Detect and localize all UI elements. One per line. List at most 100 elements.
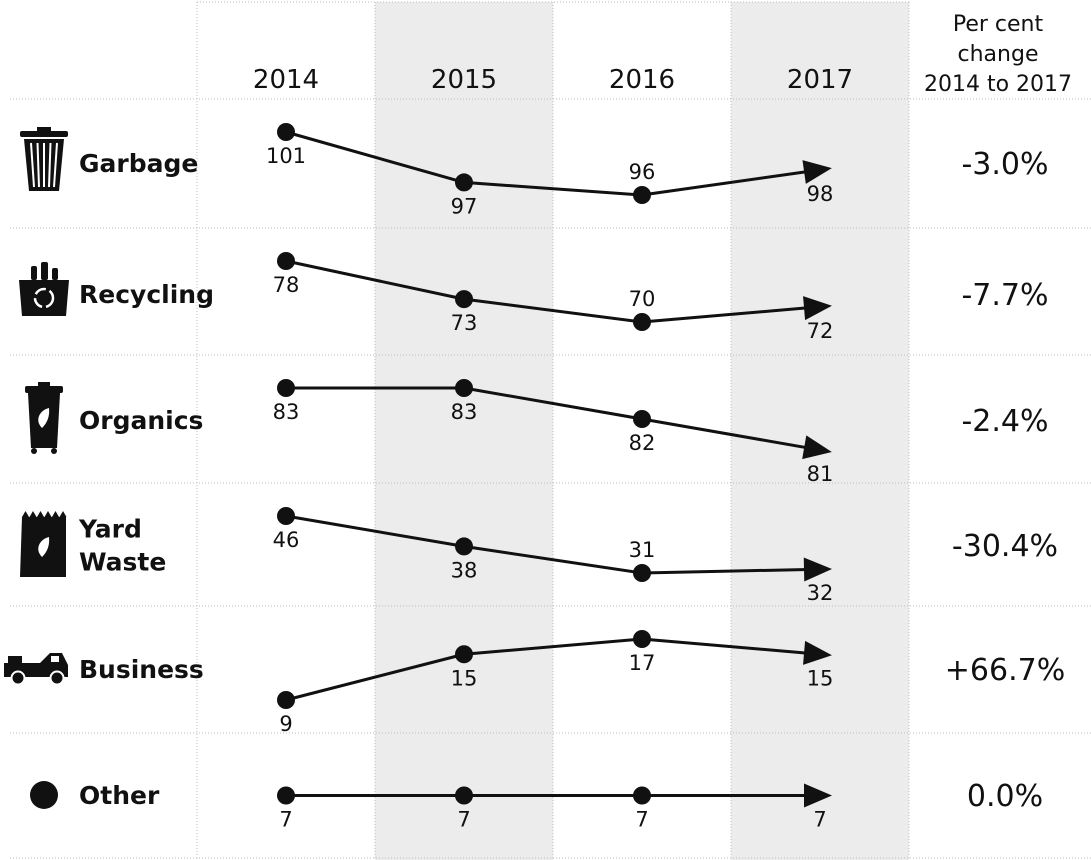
value-label-garbage: 101 [266,144,306,168]
data-point-business [455,645,473,664]
value-label-other: 7 [813,808,826,832]
row-organics: Organics 83 83 82 81 -2.4% [25,379,1049,486]
year-label-2015: 2015 [431,65,497,95]
value-label-business: 15 [807,666,834,690]
data-point-garbage [277,123,295,141]
line-segment-organics [463,386,643,421]
value-label-business: 15 [451,666,478,690]
row-recycling: Recycling 78 73 70 72 -7.7% [19,252,1049,343]
category-label-yard-waste: Yard [78,515,142,544]
value-label-organics: 82 [629,431,656,455]
change-header-line-3: 2014 to 2017 [924,72,1072,97]
recycling-box-icon [19,262,69,316]
value-label-organics: 81 [807,462,834,486]
data-point-organics [277,379,295,397]
value-label-garbage: 98 [807,182,834,206]
line-segment-business [285,652,465,702]
data-point-business [277,691,295,709]
value-label-yard-waste: 38 [451,558,478,582]
value-label-garbage: 97 [451,194,478,218]
arrow-head-other [804,783,832,808]
percent-change-business: +66.7% [945,653,1065,688]
line-segment-yard-waste [641,567,809,575]
line-segment-business [641,637,809,655]
line-segment-garbage [463,180,643,197]
arrow-head-recycling [803,296,832,321]
value-label-recycling: 70 [629,287,656,311]
line-segment-yard-waste [463,544,643,575]
data-point-recycling [277,252,295,270]
line-segment-organics [641,417,809,450]
value-label-business: 17 [629,651,656,675]
data-point-other [633,786,651,805]
data-point-recycling [455,290,473,309]
change-header-line-2: change [958,42,1039,67]
row-business: Business 9 15 17 15 +66.7% [4,630,1065,736]
change-header: Per cent change 2014 to 2017 [924,12,1072,97]
data-point-recycling [633,313,651,331]
value-label-yard-waste: 31 [629,538,656,562]
line-segment-garbage [285,130,465,184]
line-segment-garbage [641,169,809,197]
percent-change-other: 0.0% [967,779,1043,814]
category-label-other: Other [79,781,160,810]
data-point-other [277,786,295,805]
shaded-column-2015 [375,2,553,860]
category-label-yard-waste: Waste [79,548,166,577]
data-point-business [633,630,651,648]
data-point-garbage [633,186,651,204]
value-label-other: 7 [635,808,648,832]
value-label-recycling: 78 [273,273,300,297]
organics-bin-icon [25,382,63,454]
value-label-recycling: 72 [807,319,834,343]
percent-change-organics: -2.4% [961,404,1048,439]
category-label-recycling: Recycling [79,280,214,309]
line-segment-recycling [285,259,465,301]
data-point-other [455,786,473,805]
data-point-yard-waste [633,564,651,582]
data-point-yard-waste [455,537,473,556]
pickup-truck-icon [4,653,68,686]
category-label-business: Business [79,655,204,684]
data-point-organics [633,410,651,428]
arrow-head-garbage [802,160,832,184]
value-label-business: 9 [279,712,292,736]
dot-icon [30,781,58,809]
category-label-garbage: Garbage [79,149,198,178]
yard-waste-bag-icon [20,511,67,577]
line-segment-yard-waste [285,514,465,548]
data-point-organics [455,379,473,397]
line-segment-recycling [641,306,809,324]
line-segment-recycling [463,297,643,324]
grid [10,1,1091,860]
arrow-head-organics [802,435,832,460]
value-label-yard-waste: 46 [273,528,300,552]
arrow-head-yard-waste [803,557,832,582]
data-point-yard-waste [277,507,295,525]
value-label-yard-waste: 32 [807,581,834,605]
percent-change-yard-waste: -30.4% [952,529,1058,564]
data-point-garbage [455,173,473,192]
row-yard-waste: Yard Waste 46 38 31 32 -30.4% [20,507,1058,605]
value-label-organics: 83 [451,400,478,424]
value-label-other: 7 [457,808,470,832]
value-label-other: 7 [279,808,292,832]
value-label-organics: 83 [273,400,300,424]
garbage-bin-icon [20,127,68,191]
year-label-2016: 2016 [609,65,675,95]
year-header: 2014 2015 2016 2017 [253,65,853,95]
category-label-organics: Organics [79,406,203,435]
percent-change-recycling: -7.7% [961,278,1048,313]
year-label-2014: 2014 [253,65,319,95]
change-header-line-1: Per cent [953,12,1044,37]
row-garbage: Garbage 101 97 96 98 -3.0% [20,123,1049,218]
arrow-head-business [803,640,832,665]
line-segment-business [463,637,643,656]
value-label-garbage: 96 [629,160,656,184]
value-label-recycling: 73 [451,311,478,335]
shaded-column-2017 [731,2,909,860]
year-label-2017: 2017 [787,65,853,95]
percent-change-garbage: -3.0% [961,147,1048,182]
